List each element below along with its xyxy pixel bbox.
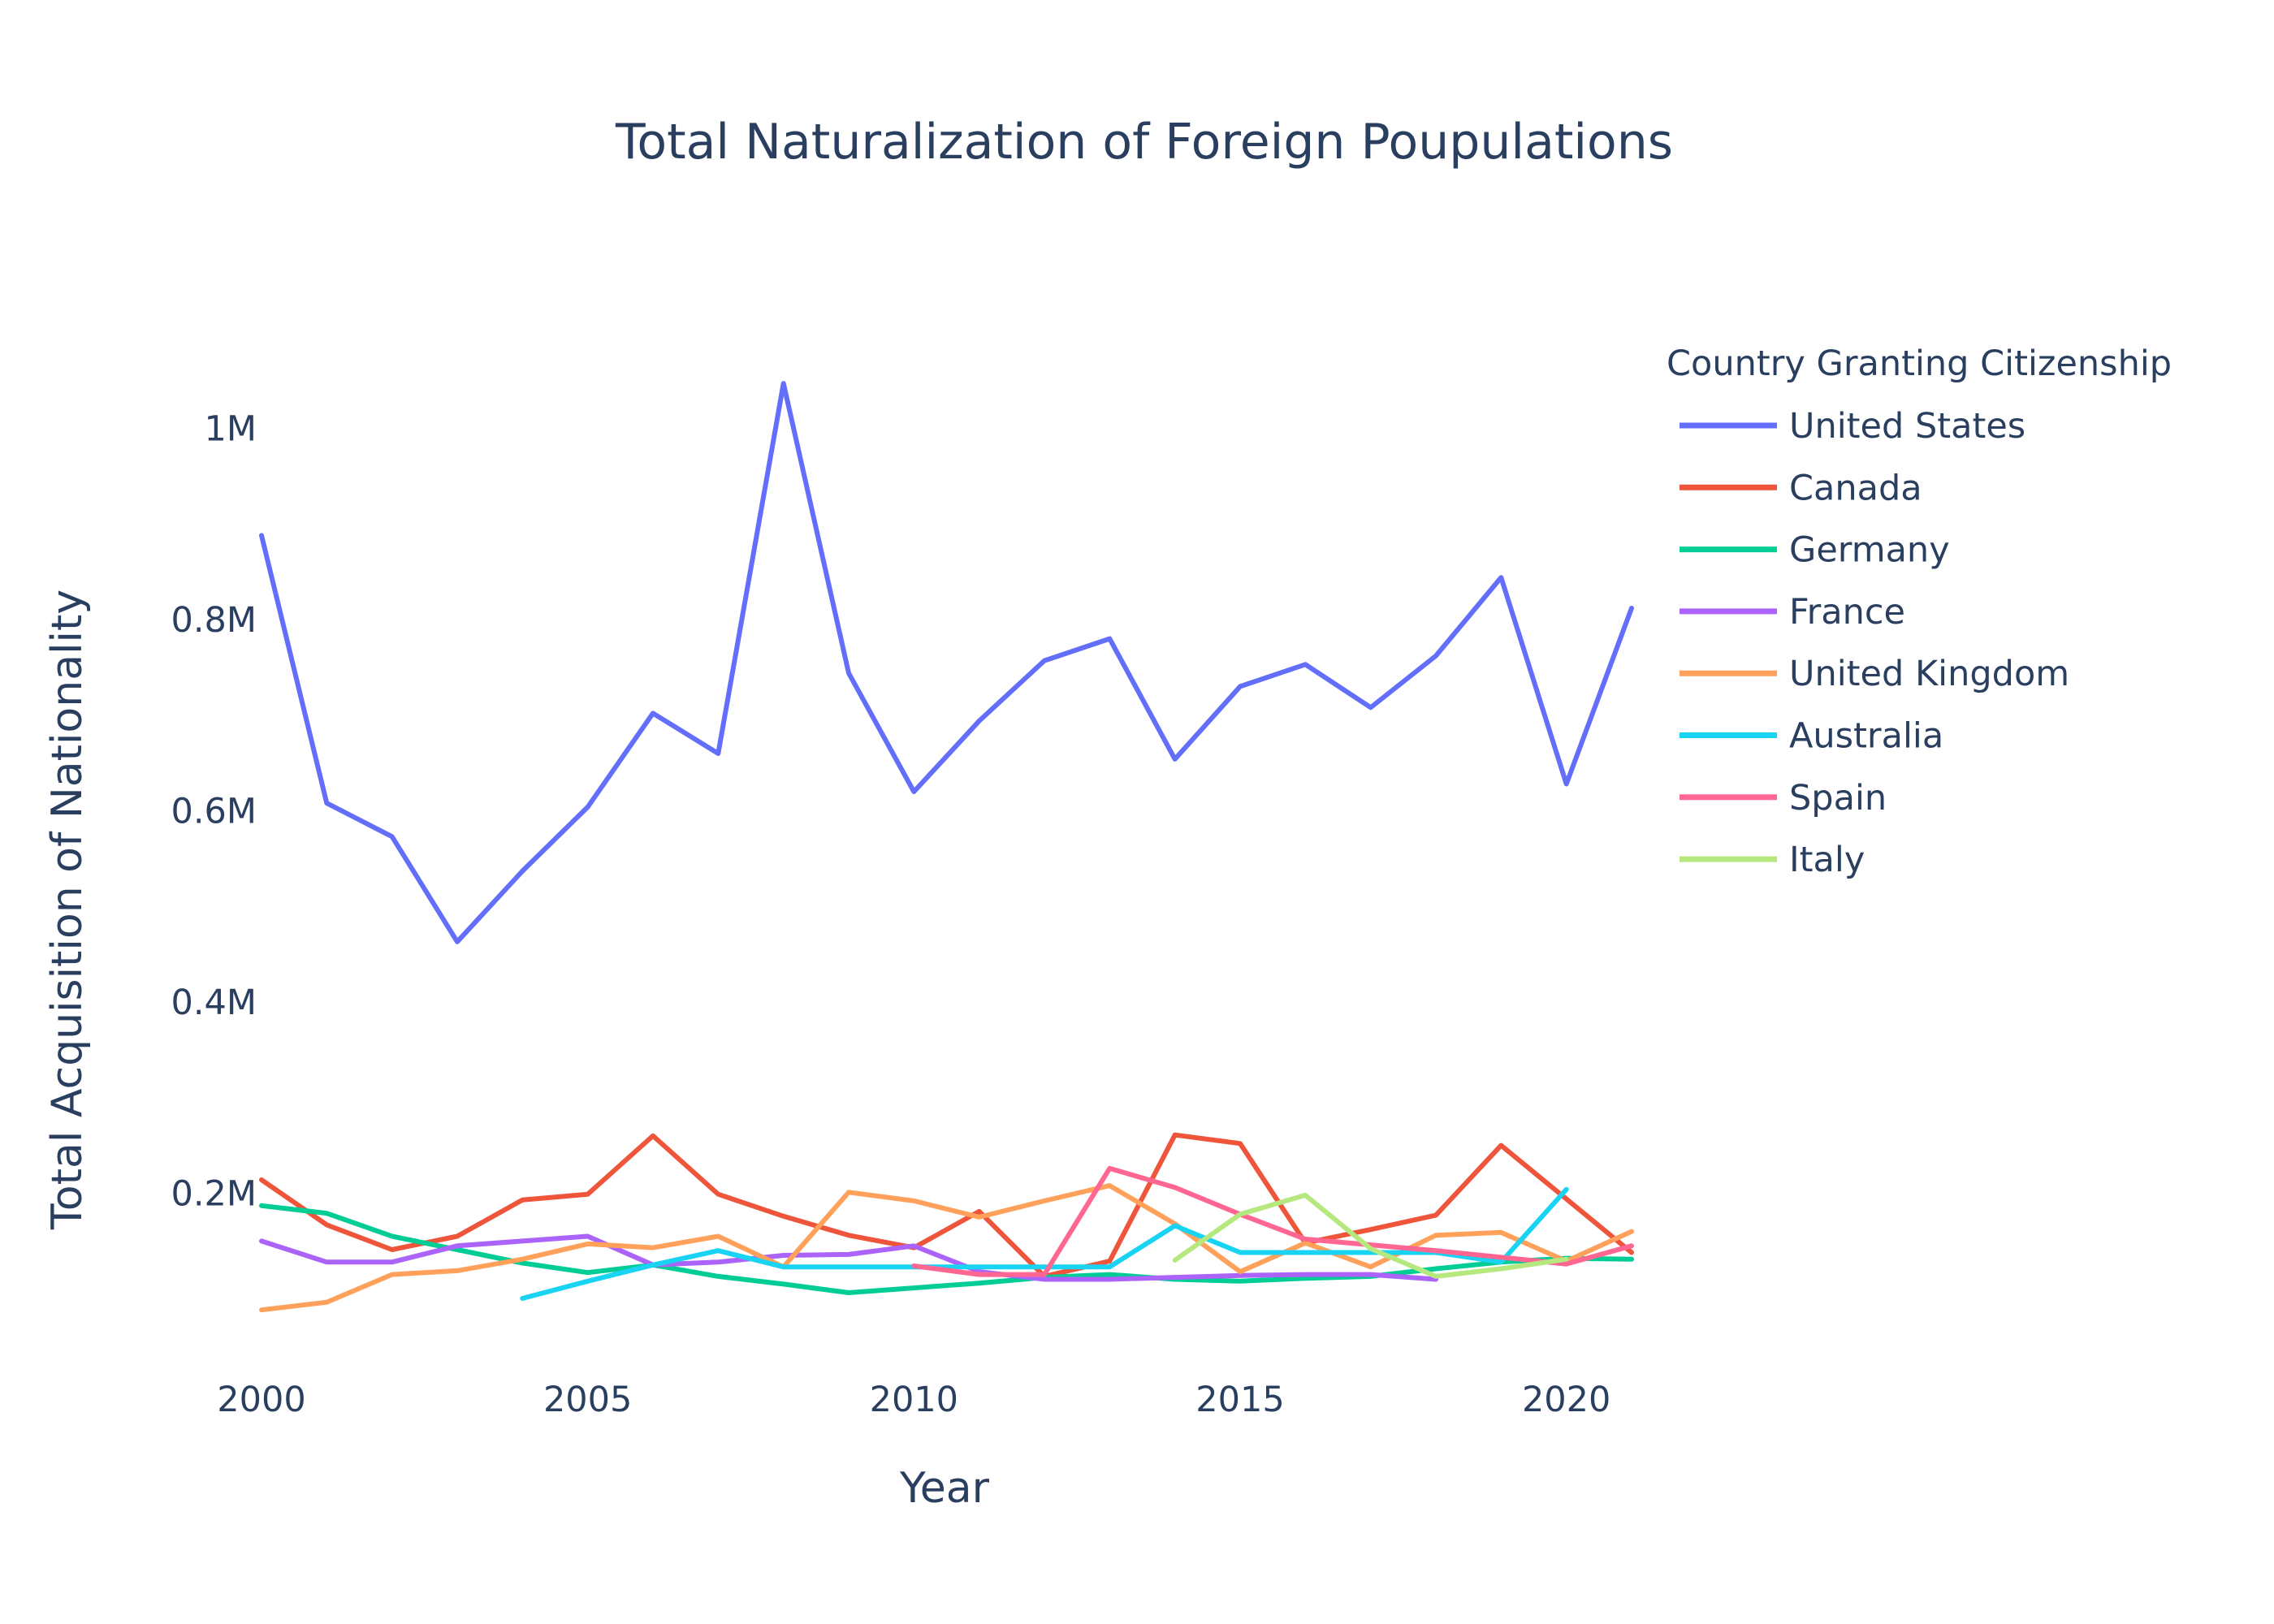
series-line-canada: [259, 1132, 1634, 1279]
legend-item-canada[interactable]: Canada: [1680, 468, 1922, 508]
legend-label: Germany: [1789, 530, 1950, 571]
y-axis-ticks: 0.2M 0.4M 0.6M 0.8M 1M: [171, 409, 257, 1215]
x-tick-label: 2020: [1522, 1380, 1610, 1420]
y-tick-label: 0.2M: [171, 1174, 257, 1215]
series-line-united-states: [259, 381, 1634, 944]
plot-area: [259, 381, 1634, 1313]
legend-title: Country Granting Citizenship: [1667, 343, 2172, 384]
legend-label: France: [1789, 592, 1905, 633]
legend-item-spain[interactable]: Spain: [1680, 778, 1887, 818]
x-tick-label: 2005: [543, 1380, 632, 1420]
legend-label: Spain: [1789, 778, 1887, 818]
legend-item-united-kingdom[interactable]: United Kingdom: [1680, 654, 2069, 694]
x-tick-label: 2015: [1195, 1380, 1284, 1420]
legend: Country Granting Citizenship United Stat…: [1667, 343, 2172, 880]
legend-label: Italy: [1789, 840, 1865, 880]
x-axis-ticks: 2000 2005 2010 2015 2020: [217, 1380, 1610, 1420]
legend-label: Australia: [1789, 716, 1943, 757]
y-axis-title: Total Acquisition of Nationality: [43, 590, 92, 1230]
series-line-italy: [1172, 1192, 1569, 1279]
x-axis-title: Year: [899, 1464, 990, 1513]
y-tick-label: 0.6M: [171, 792, 257, 832]
legend-label: Canada: [1789, 468, 1922, 508]
x-tick-label: 2000: [217, 1380, 305, 1420]
legend-item-italy[interactable]: Italy: [1680, 840, 1865, 880]
legend-label: United States: [1789, 406, 2025, 447]
series-line-spain: [911, 1165, 1634, 1277]
chart-title: Total Naturalization of Foreign Poupulat…: [615, 114, 1673, 171]
y-tick-label: 0.4M: [171, 983, 257, 1023]
legend-item-united-states[interactable]: United States: [1680, 406, 2025, 447]
series-line-germany: [259, 1203, 1634, 1295]
legend-item-australia[interactable]: Australia: [1680, 716, 1943, 757]
y-tick-label: 1M: [205, 409, 257, 450]
legend-item-germany[interactable]: Germany: [1680, 530, 1950, 571]
legend-label: United Kingdom: [1789, 654, 2069, 694]
x-tick-label: 2010: [870, 1380, 958, 1420]
series-line-france: [259, 1233, 1438, 1282]
legend-items: United States Canada Germany France United K…: [1680, 406, 2069, 880]
series-line-australia: [520, 1186, 1569, 1301]
y-tick-label: 0.8M: [171, 600, 257, 641]
legend-item-france[interactable]: France: [1680, 592, 1905, 633]
